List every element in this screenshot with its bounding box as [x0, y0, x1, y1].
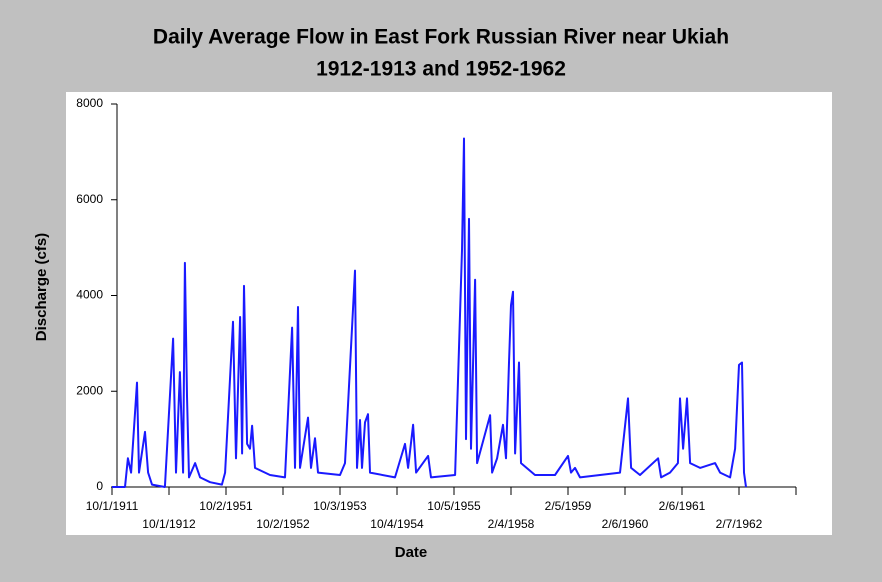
x-tick-label: 2/7/1962 [716, 517, 763, 531]
chart-title: Daily Average Flow in East Fork Russian … [153, 26, 729, 49]
y-tick-label: 4000 [76, 288, 103, 302]
x-tick-label: 2/5/1959 [545, 499, 592, 513]
y-tick-label: 8000 [76, 96, 103, 110]
x-tick-label: 10/4/1954 [370, 517, 424, 531]
x-tick-label: 10/3/1953 [313, 499, 367, 513]
x-tick-label: 2/6/1960 [602, 517, 649, 531]
x-axis-label: Date [395, 544, 428, 561]
x-tick-label: 10/2/1952 [256, 517, 310, 531]
plot-area [66, 92, 832, 535]
y-axis-label: Discharge (cfs) [33, 233, 50, 341]
x-tick-label: 10/1/1911 [86, 499, 139, 513]
x-tick-label: 2/6/1961 [659, 499, 706, 513]
chart-subtitle: 1912-1913 and 1952-1962 [316, 58, 566, 81]
x-tick-label: 10/2/1951 [199, 499, 253, 513]
y-tick-label: 2000 [76, 383, 103, 397]
flow-line [112, 137, 747, 488]
x-tick-label: 10/1/1912 [142, 517, 196, 531]
x-tick-label: 10/5/1955 [427, 499, 481, 513]
x-tick-label: 2/4/1958 [488, 517, 535, 531]
y-tick-label: 6000 [76, 192, 103, 206]
y-tick-label: 0 [96, 479, 103, 493]
